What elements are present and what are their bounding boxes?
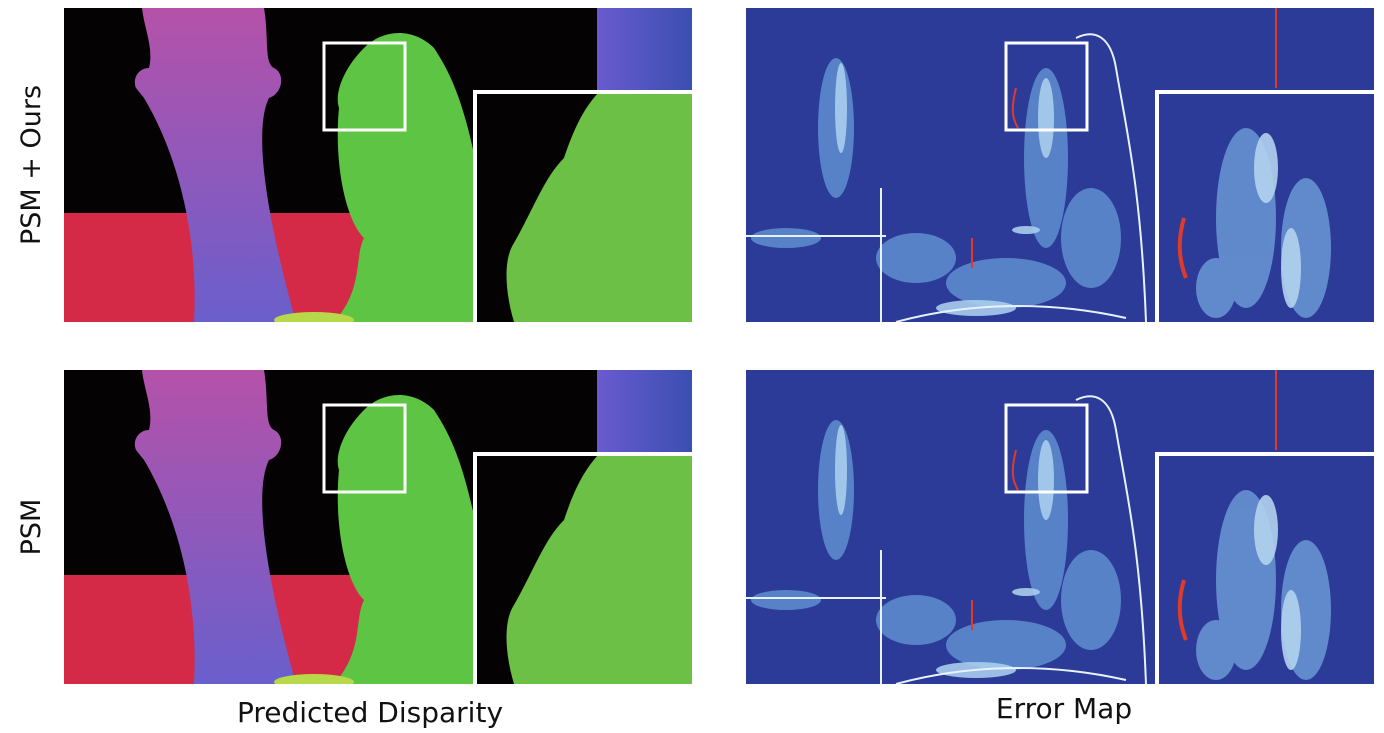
- figure: PSM + Ours PSM Predicted Disparity Error…: [0, 0, 1384, 729]
- error-map-image: [746, 370, 1376, 686]
- disparity-image: [64, 370, 694, 690]
- column-label: Predicted Disparity: [237, 696, 503, 729]
- error-map-image: [746, 8, 1376, 324]
- column-label: Error Map: [996, 692, 1132, 725]
- row-label: PSM + Ours: [16, 85, 47, 245]
- disparity-image: [64, 8, 694, 328]
- row-label: PSM: [16, 499, 47, 556]
